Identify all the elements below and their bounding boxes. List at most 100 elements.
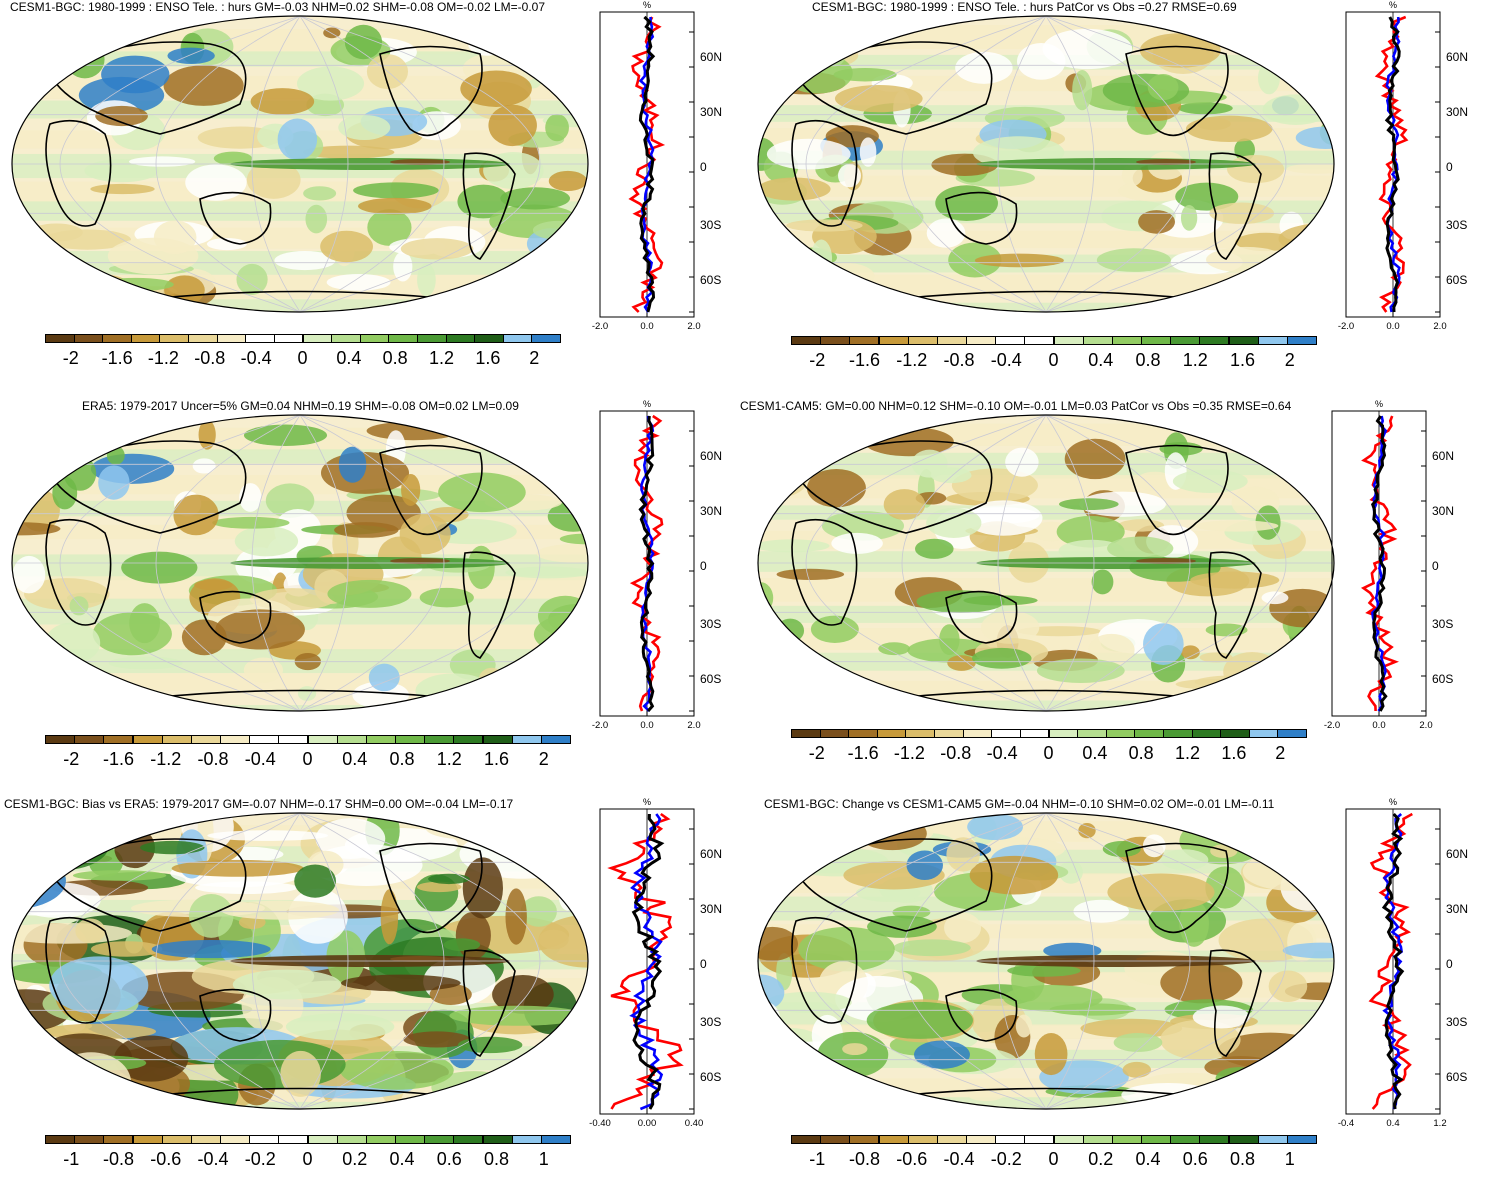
colorbar-tick-label: -2 — [63, 749, 80, 769]
colorbar-swatch — [820, 1135, 851, 1144]
colorbar-swatch — [1228, 336, 1259, 345]
latitude-label: 0 — [1446, 957, 1453, 971]
colorbar-tick-label: -0.2 — [244, 1149, 276, 1169]
profile-x-label: 1.2 — [1433, 1118, 1447, 1129]
profile-unit: % — [642, 0, 652, 10]
colorbar-swatch — [876, 729, 907, 738]
colorbar-swatch — [132, 735, 163, 744]
colorbar-tick-label: 2 — [529, 348, 540, 368]
profile-plot — [599, 410, 695, 717]
profile-x-label: -2.0 — [1337, 321, 1355, 332]
colorbar-swatch — [791, 729, 821, 738]
colorbar-swatch — [819, 729, 850, 738]
colorbar-swatch — [502, 334, 533, 343]
latitude-label: 30N — [700, 504, 723, 518]
colorbar-tick-label: -2 — [808, 743, 825, 763]
profile-x-label: 0.4 — [1386, 1118, 1400, 1129]
profile-unit: % — [1388, 797, 1398, 807]
colorbar-swatch — [365, 735, 396, 744]
coastlines — [791, 440, 1262, 699]
colorbar-tick-label: 2 — [1275, 743, 1286, 763]
colorbar-swatch — [1191, 729, 1222, 738]
latitude-label: 30S — [1432, 617, 1454, 631]
panel-title: ERA5: 1979-2017 Uncer=5% GM=0.04 NHM=0.1… — [82, 399, 519, 413]
map-border — [11, 414, 589, 712]
zonal-mean-profile: 60N 30N 0 30S 60S -2.0 0.0 2.0% — [592, 0, 742, 345]
zonal-mean-profile: 60N 30N 0 30S 60S -2.0 0.0 2.0% — [1324, 399, 1474, 744]
zonal-mean-profile: 60N 30N 0 30S 60S -2.0 0.0 2.0% — [592, 399, 742, 744]
profile-x-label: 0.00 — [637, 1118, 657, 1129]
colorbar-swatch — [907, 1135, 938, 1144]
panel-title: CESM1-BGC: 1980-1999 : ENSO Tele. : hurs… — [10, 0, 546, 14]
latitude-label: 30S — [700, 1015, 722, 1029]
panel-title: CESM1-BGC: Bias vs ERA5: 1979-2017 GM=-0… — [4, 797, 514, 811]
colorbar-swatch — [1170, 336, 1201, 345]
colorbar-swatch — [103, 1135, 134, 1144]
profile-plot — [599, 11, 695, 318]
colorbar-swatch — [1082, 336, 1113, 345]
latitude-label: 60N — [700, 50, 723, 64]
colorbar-swatch — [936, 336, 967, 345]
colorbar-tick-label: -0.8 — [194, 348, 226, 368]
latitude-label: 60S — [1432, 672, 1454, 686]
latitude-label: 30S — [1446, 1015, 1468, 1029]
colorbar-swatch — [103, 735, 134, 744]
model-profile-line — [631, 813, 665, 1110]
coastlines — [791, 838, 1262, 1097]
latitude-label: 0 — [700, 559, 707, 573]
land-profile-line — [1374, 15, 1409, 313]
colorbar-swatch — [453, 735, 484, 744]
graticule — [12, 813, 588, 1109]
profile-x-label: 0.0 — [1372, 720, 1386, 731]
ocean-profile-line — [638, 16, 655, 313]
colorbar-tick-label: 0.8 — [1135, 350, 1161, 370]
colorbar-tick-label: -0.8 — [848, 1149, 881, 1169]
colorbar-tick-label: -0.2 — [990, 1149, 1022, 1169]
graticule — [758, 415, 1334, 711]
coastlines — [45, 440, 516, 699]
colorbar-swatch — [74, 735, 105, 744]
colorbar-swatch — [1248, 729, 1279, 738]
latitude-label: 60N — [700, 847, 723, 861]
colorbar-swatch — [307, 735, 338, 744]
colorbar-swatch — [307, 1135, 338, 1144]
colorbar-swatch — [1286, 1135, 1317, 1144]
colorbar-swatch — [849, 1135, 880, 1144]
zonal-mean-profile: 60N 30N 0 30S 60S -0.40 0.00 0.40% — [589, 797, 742, 1142]
colorbar-swatch — [245, 334, 275, 343]
colorbar-swatch — [1111, 1135, 1142, 1144]
colorbar-tick-label: -0.6 — [896, 1149, 928, 1169]
colorbar-swatch — [190, 1135, 221, 1144]
model-profile-line — [638, 15, 656, 313]
latitude-label: 60S — [700, 1070, 722, 1084]
colorbar-swatch — [878, 336, 909, 345]
colorbar-swatch — [1277, 729, 1307, 738]
colorbar-tick-label: 0.8 — [382, 348, 408, 368]
colorbar-tick-label: -1.2 — [150, 749, 182, 769]
world-map — [757, 414, 1335, 712]
colorbar-swatch — [1228, 1135, 1259, 1144]
latitude-label: 0 — [700, 160, 707, 174]
latitude-label: 30S — [700, 617, 722, 631]
colorbar-swatch — [1105, 729, 1136, 738]
world-map — [757, 812, 1335, 1110]
profile-x-label: 0.0 — [640, 720, 654, 731]
colorbar-swatch — [159, 334, 190, 343]
profile-x-label: 2.0 — [687, 321, 701, 332]
latitude-label: 30S — [1446, 218, 1468, 232]
colorbar-swatch — [188, 334, 218, 343]
colorbar-swatch — [220, 1135, 251, 1144]
colorbar-tick-label: 0.8 — [389, 749, 415, 769]
colorbar-swatch — [540, 1135, 571, 1144]
colorbar-swatch — [1170, 1135, 1201, 1144]
panel-title: CESM1-BGC: 1980-1999 : ENSO Tele. : hurs… — [812, 0, 1237, 14]
profile-unit: % — [642, 399, 652, 409]
colorbar-tick-label: 0.4 — [389, 1149, 415, 1169]
latitude-label: 60N — [700, 449, 723, 463]
latitude-label: 30S — [700, 218, 722, 232]
colorbar-swatch — [1024, 1135, 1055, 1144]
profile-unit: % — [1374, 399, 1384, 409]
latitude-label: 60S — [700, 672, 722, 686]
zonal-mean-profile: 60N 30N 0 30S 60S -2.0 0.0 2.0% — [1338, 0, 1488, 345]
coastlines — [45, 838, 516, 1097]
